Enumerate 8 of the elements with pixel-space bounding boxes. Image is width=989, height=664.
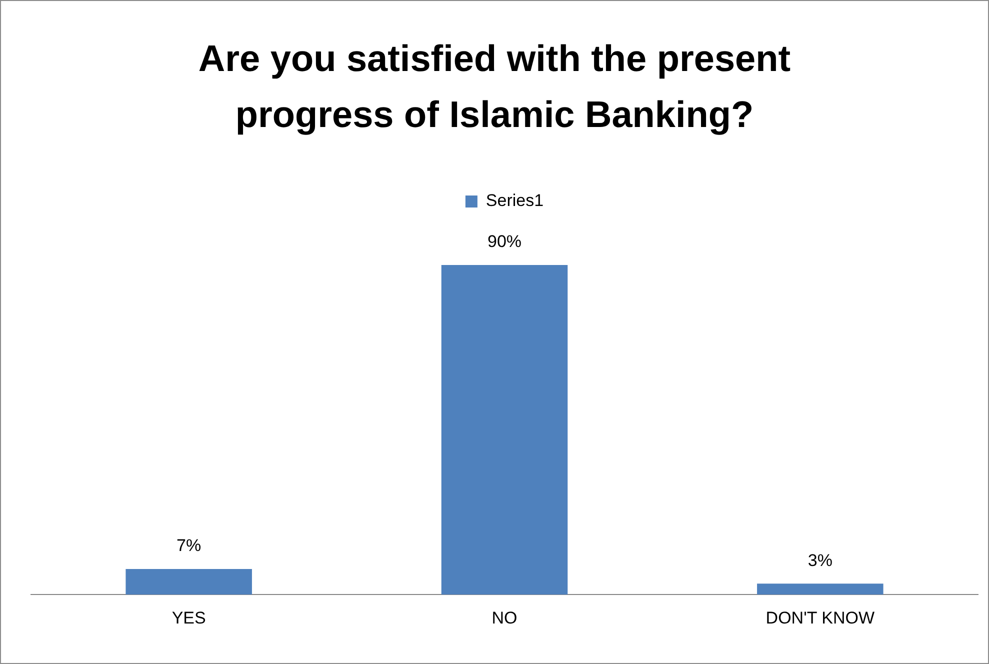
legend-label: Series1: [486, 191, 544, 210]
x-tick-label: DON'T KNOW: [766, 608, 875, 628]
data-label: 3%: [808, 550, 832, 570]
chart-title: Are you satisfied with the present progress of Islamic Banking?: [197, 37, 792, 137]
data-label: 7%: [176, 536, 202, 556]
x-tick-label: YES: [172, 608, 206, 628]
data-label: 90%: [487, 232, 522, 252]
x-tick-label: NO: [492, 608, 518, 628]
